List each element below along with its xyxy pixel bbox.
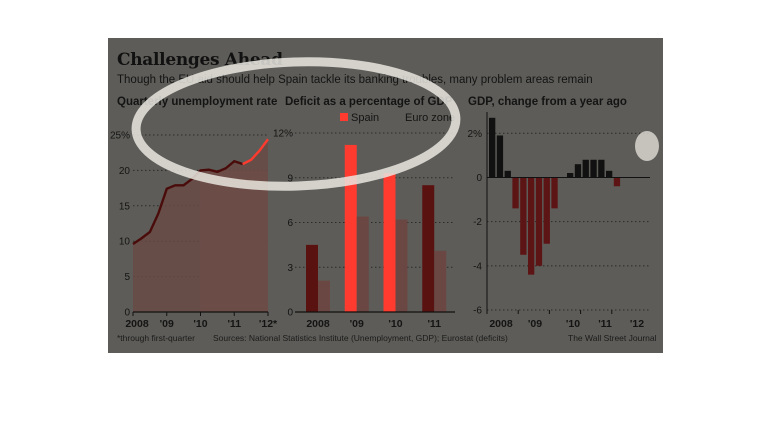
unemployment-point — [200, 170, 202, 172]
gdp-bar — [598, 159, 605, 178]
unemployment-point — [141, 238, 143, 240]
unemployment-x-tick: '11 — [227, 318, 241, 330]
unemployment-y-tick: 5 — [124, 272, 130, 283]
unemployment-point — [233, 160, 235, 162]
deficit-y-tick: 12% — [273, 129, 293, 140]
deficit-bar-spain — [383, 173, 396, 312]
gdp-y-tick: 0 — [476, 173, 482, 184]
gdp-bar — [512, 177, 519, 209]
gdp-x-tick: '10 — [566, 318, 580, 330]
footnote: *through first-quarter — [117, 333, 195, 343]
highlight-blob — [635, 131, 659, 161]
deficit-x-tick: '10 — [388, 318, 402, 330]
deficit-y-tick: 9 — [287, 173, 293, 184]
gdp-bar — [528, 177, 535, 275]
unemployment-y-tick: 0 — [124, 308, 130, 319]
unemployment-point — [250, 159, 252, 161]
gdp-bar — [543, 177, 550, 244]
gdp-bar — [520, 177, 527, 255]
deficit-y-tick: 0 — [287, 308, 293, 319]
page-subtitle: Though the EU aid should help Spain tack… — [117, 74, 593, 86]
unemployment-y-tick: 20 — [119, 166, 131, 177]
deficit-x-tick: '11 — [427, 318, 441, 330]
gdp-bar — [582, 159, 589, 178]
deficit-bar-eurozone — [356, 216, 369, 312]
gdp-bar — [590, 159, 597, 178]
unemployment-point — [174, 184, 176, 186]
unemployment-point — [158, 213, 160, 215]
unemployment-y-tick: 15 — [119, 201, 131, 212]
unemployment-point — [208, 169, 210, 171]
gdp-y-tick: -4 — [473, 261, 482, 272]
gdp-bar — [535, 177, 543, 266]
gdp-bar — [504, 170, 511, 178]
unemployment-point — [267, 138, 269, 140]
deficit-bar-eurozone — [318, 280, 330, 312]
gdp-bar — [489, 117, 496, 178]
unemployment-y-tick: 10 — [119, 237, 131, 248]
deficit-bar-spain — [344, 144, 357, 312]
gdp-x-tick: '09 — [528, 318, 542, 330]
legend-label-eurozone: Euro zone — [405, 112, 455, 124]
deficit-chart-title: Deficit as a percentage of GDP — [285, 96, 453, 108]
credit-line: The Wall Street Journal — [568, 333, 657, 343]
unemployment-point — [149, 231, 151, 233]
unemployment-point — [225, 167, 227, 169]
gdp-bar — [613, 177, 621, 187]
legend-label-spain: Spain — [351, 112, 379, 124]
gdp-y-tick: -6 — [473, 306, 482, 317]
unemployment-y-tick: 25% — [110, 131, 130, 142]
unemployment-x-tick: '12* — [259, 318, 278, 330]
gdp-x-tick: '12 — [630, 318, 644, 330]
unemployment-x-tick: '10 — [193, 318, 207, 330]
deficit-bar-eurozone — [395, 219, 408, 312]
unemployment-point — [217, 171, 219, 173]
unemployment-point — [183, 184, 185, 186]
unemployment-point — [166, 188, 168, 190]
gdp-bar — [551, 177, 558, 209]
deficit-bar-eurozone — [434, 250, 447, 312]
unemployment-line — [132, 159, 244, 246]
deficit-y-tick: 3 — [287, 263, 293, 274]
gdp-bar — [567, 173, 574, 178]
unemployment-point — [132, 243, 134, 245]
unemployment-point — [259, 150, 261, 152]
gdp-bar — [496, 135, 504, 178]
unemployment-x-tick: '09 — [160, 318, 174, 330]
sources-note: Sources: National Statistics Institute (… — [213, 333, 508, 343]
unemployment-point — [242, 163, 244, 165]
gdp-bar — [574, 164, 582, 178]
unemployment-line-recent — [242, 138, 269, 166]
unemployment-x-tick: 2008 — [125, 318, 149, 330]
gdp-chart-title: GDP, change from a year ago — [468, 96, 627, 108]
gdp-y-tick: 2% — [468, 129, 483, 140]
deficit-bar-spain — [422, 185, 435, 312]
deficit-x-tick: '09 — [350, 318, 364, 330]
deficit-x-tick: 2008 — [306, 318, 330, 330]
gdp-y-tick: -2 — [473, 217, 482, 228]
deficit-bar-spain — [306, 244, 318, 312]
gdp-x-tick: '11 — [598, 318, 612, 330]
gdp-x-tick: 2008 — [489, 318, 513, 330]
legend-swatch-spain — [340, 113, 348, 121]
gdp-bar — [606, 170, 613, 178]
deficit-y-tick: 6 — [287, 218, 293, 229]
highlight-oval — [131, 57, 461, 191]
